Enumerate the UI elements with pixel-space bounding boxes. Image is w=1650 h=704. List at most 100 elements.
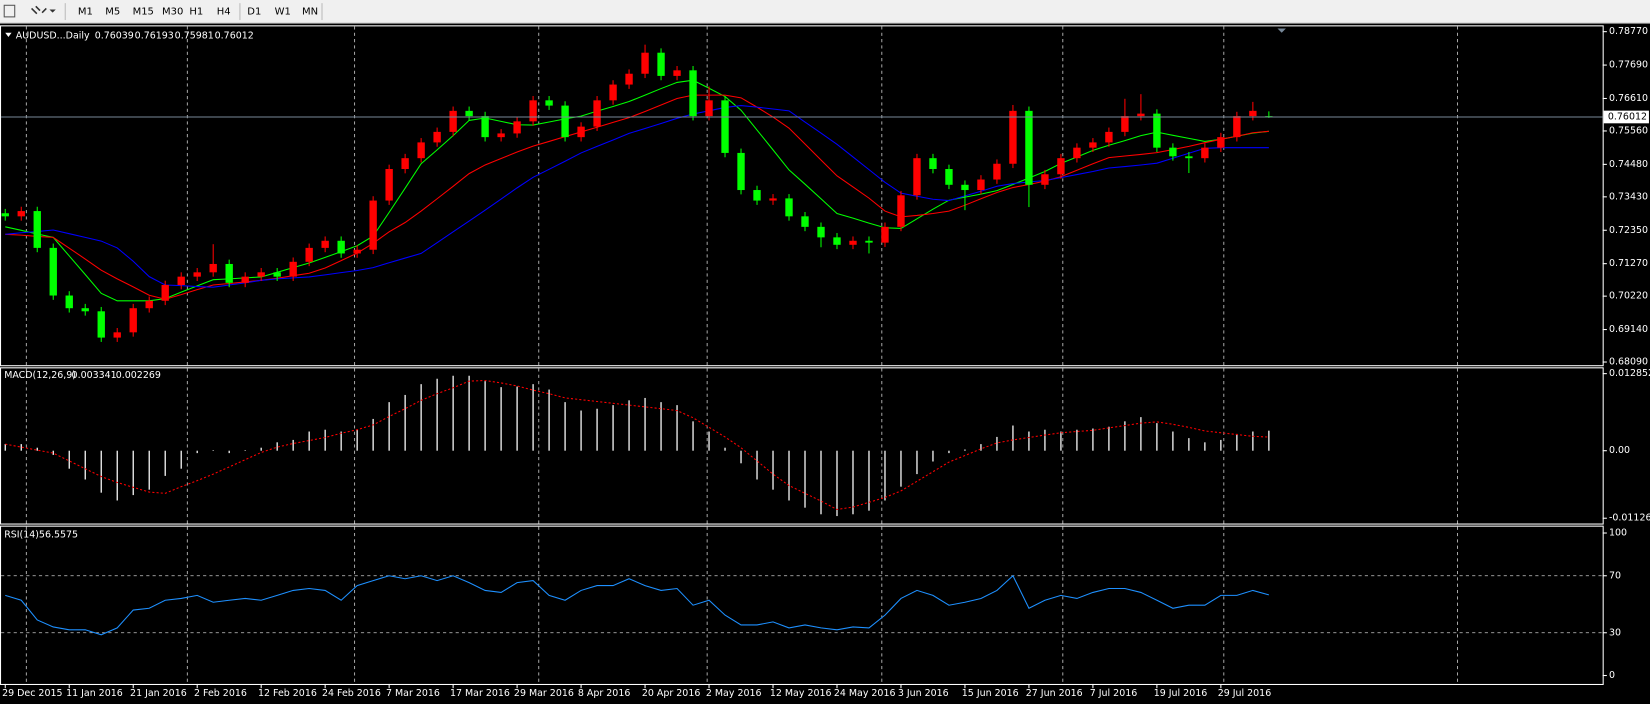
timeframe-button[interactable]: D1 <box>247 7 261 18</box>
candle-body <box>1041 174 1049 185</box>
x-tick-label: 24 Feb 2016 <box>322 688 381 699</box>
candle-body <box>1105 131 1113 143</box>
timeframe-button[interactable]: W1 <box>275 7 291 18</box>
candle-body <box>577 126 585 138</box>
candle-body <box>913 158 921 196</box>
candle-body <box>33 211 41 248</box>
y-tick-label: 0.74480 <box>1609 159 1648 170</box>
rsi-label: RSI(14) <box>4 530 39 541</box>
moving-average <box>5 94 1269 300</box>
timeframe-button[interactable]: H4 <box>217 7 231 18</box>
candle-body <box>1073 147 1081 159</box>
timeframe-button[interactable]: H1 <box>189 7 203 18</box>
x-tick-label: 29 Jul 2016 <box>1218 688 1272 699</box>
candle-body <box>625 73 633 85</box>
candle-body <box>1153 113 1161 148</box>
candle-body <box>657 52 665 76</box>
candle-body <box>721 100 729 153</box>
candle-body <box>545 100 553 106</box>
candle-body <box>529 100 537 122</box>
x-tick-label: 2 Feb 2016 <box>194 688 247 699</box>
x-tick-label: 15 Jun 2016 <box>962 688 1019 699</box>
timeframe-button[interactable]: M5 <box>105 7 120 18</box>
y-tick-label: 0.69140 <box>1609 324 1648 335</box>
timeframe-button[interactable]: MN <box>302 7 318 18</box>
candle-body <box>433 131 441 143</box>
price-label: 0.76012 <box>1608 111 1647 122</box>
candle-body <box>481 116 489 138</box>
candle-body <box>673 70 681 76</box>
y-tick-label: 100 <box>1609 528 1627 539</box>
candle-body <box>737 152 745 191</box>
x-tick-label: 8 Apr 2016 <box>578 688 630 699</box>
ohlc-open: 0.76039 <box>95 30 134 41</box>
candle-body <box>929 158 937 170</box>
candle-body <box>449 110 457 132</box>
candle-body <box>17 211 25 217</box>
timeframe-button[interactable]: M15 <box>133 7 154 18</box>
x-tick-label: 20 Apr 2016 <box>642 688 700 699</box>
candle-body <box>337 240 345 254</box>
candle-body <box>769 198 777 201</box>
dropdown-icon[interactable] <box>49 9 56 13</box>
candle-body <box>865 240 873 243</box>
y-tick-label: 0.68090 <box>1609 357 1648 368</box>
y-tick-label: 70 <box>1609 570 1621 581</box>
candle-body <box>1009 110 1017 164</box>
main-panel-frame <box>0 25 1604 367</box>
candle-body <box>961 184 969 191</box>
candle-body <box>689 70 697 117</box>
x-tick-label: 27 Jun 2016 <box>1026 688 1083 699</box>
candle-body <box>81 308 89 312</box>
timeframe-button[interactable]: M1 <box>78 7 93 18</box>
macd-value: 0.003341 <box>72 370 117 381</box>
x-tick-label: 2 May 2016 <box>706 688 762 699</box>
x-tick-label: 7 Jul 2016 <box>1090 688 1138 699</box>
macd-label: MACD(12,26,9) <box>4 370 76 381</box>
candle-body <box>241 276 249 283</box>
moving-average <box>5 105 1269 288</box>
candle-body <box>1025 110 1033 185</box>
x-tick-label: 3 Jun 2016 <box>898 688 949 699</box>
candle-body <box>801 216 809 227</box>
candle-body <box>993 163 1001 180</box>
candle-body <box>849 240 857 245</box>
toolbar-bg <box>0 0 1650 24</box>
candle-body <box>945 169 953 185</box>
candle-body <box>49 247 57 296</box>
x-tick-label: 7 Mar 2016 <box>386 688 440 699</box>
x-tick-label: 17 Mar 2016 <box>450 688 510 699</box>
candle-body <box>1233 116 1241 138</box>
candle-body <box>705 100 713 117</box>
candle-body <box>401 158 409 170</box>
candle-body <box>833 237 841 245</box>
ohlc-high: 0.76193 <box>135 30 174 41</box>
candle-body <box>321 240 329 248</box>
timeframe-button[interactable]: M30 <box>162 7 183 18</box>
candle-body <box>785 198 793 217</box>
y-tick-label: 0.71270 <box>1609 258 1648 269</box>
candle-body <box>513 121 521 134</box>
candle-body <box>1185 156 1193 159</box>
x-tick-label: 29 Mar 2016 <box>514 688 574 699</box>
x-tick-label: 12 Feb 2016 <box>258 688 317 699</box>
template-icon[interactable] <box>3 4 16 18</box>
candle-body <box>305 247 313 262</box>
candle-body <box>289 261 297 277</box>
candle-body <box>609 84 617 101</box>
candle-body <box>225 263 233 283</box>
candle-body <box>353 249 361 254</box>
candle-body <box>209 263 217 273</box>
candle-body <box>897 195 905 227</box>
y-tick-label: 0.77690 <box>1609 60 1648 71</box>
tools-icon[interactable] <box>31 5 47 15</box>
price-label-bg <box>1603 110 1649 124</box>
candle-body <box>881 226 889 243</box>
toolbar: M1 M5 M15 M30 H1 H4 D1 W1 MN <box>0 0 1650 24</box>
candle-body <box>97 311 105 338</box>
candle-body <box>753 190 761 201</box>
x-tick-label: 12 May 2016 <box>770 688 832 699</box>
symbol-label: AUDUSD...Daily <box>16 30 90 41</box>
